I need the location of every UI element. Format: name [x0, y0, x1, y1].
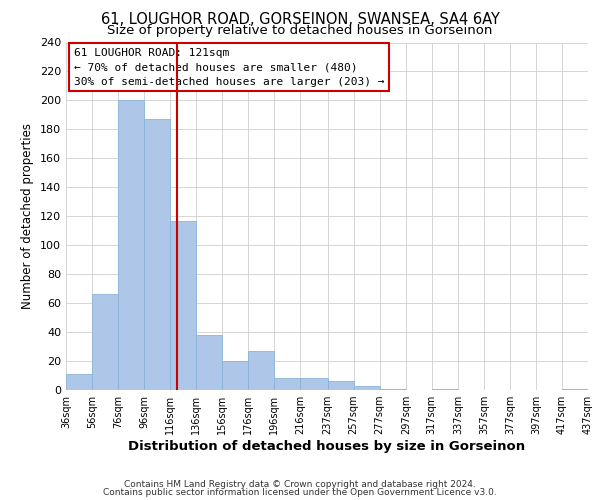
X-axis label: Distribution of detached houses by size in Gorseinon: Distribution of detached houses by size …	[128, 440, 526, 453]
Bar	[92, 294, 118, 390]
Bar	[432, 388, 458, 390]
Text: 61, LOUGHOR ROAD, GORSEINON, SWANSEA, SA4 6AY: 61, LOUGHOR ROAD, GORSEINON, SWANSEA, SA…	[101, 12, 499, 28]
Bar	[144, 119, 170, 390]
Bar	[196, 335, 222, 390]
Text: Contains HM Land Registry data © Crown copyright and database right 2024.: Contains HM Land Registry data © Crown c…	[124, 480, 476, 489]
Bar	[66, 374, 92, 390]
Bar	[274, 378, 301, 390]
Text: Contains public sector information licensed under the Open Government Licence v3: Contains public sector information licen…	[103, 488, 497, 497]
Text: 61 LOUGHOR ROAD: 121sqm
← 70% of detached houses are smaller (480)
30% of semi-d: 61 LOUGHOR ROAD: 121sqm ← 70% of detache…	[74, 48, 385, 86]
Bar	[562, 388, 588, 390]
Text: Size of property relative to detached houses in Gorseinon: Size of property relative to detached ho…	[107, 24, 493, 37]
Bar	[118, 100, 144, 390]
Bar	[170, 220, 196, 390]
Bar	[353, 386, 380, 390]
Bar	[380, 388, 406, 390]
Y-axis label: Number of detached properties: Number of detached properties	[22, 123, 34, 309]
Bar	[222, 361, 248, 390]
Bar	[248, 351, 274, 390]
Bar	[301, 378, 328, 390]
Bar	[328, 382, 353, 390]
